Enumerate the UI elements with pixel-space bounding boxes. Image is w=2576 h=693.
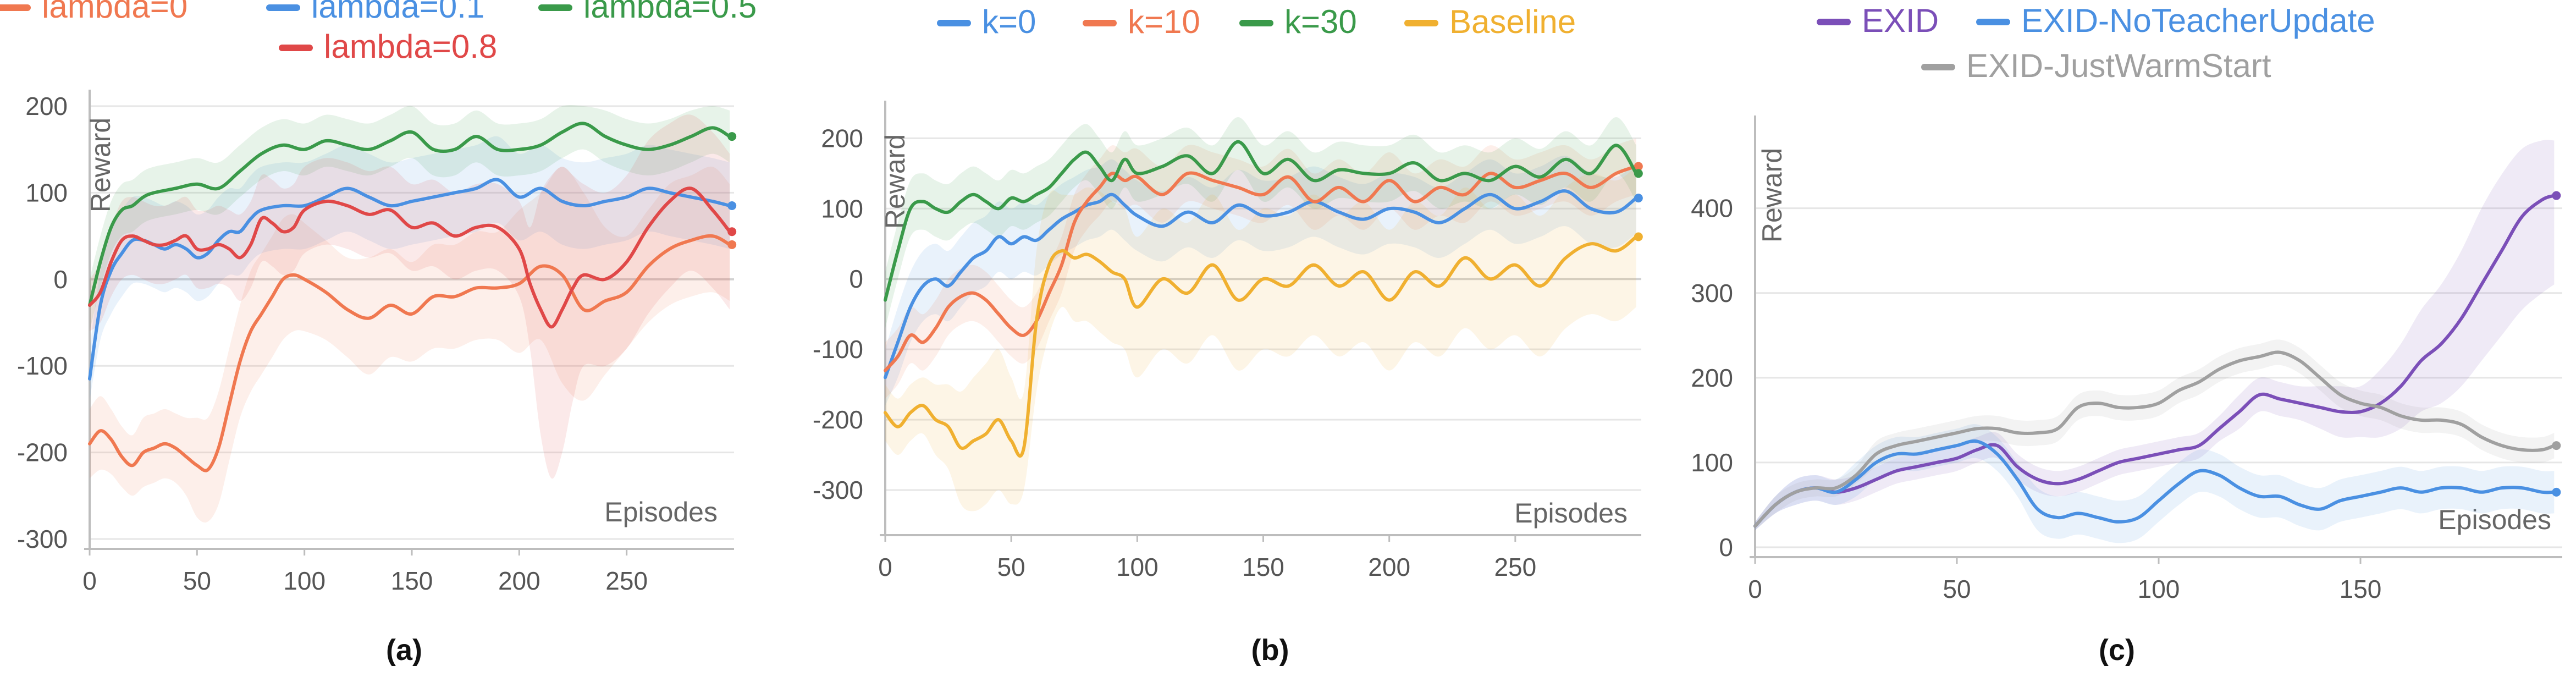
legend-entry: k=0 xyxy=(937,3,1036,40)
confidence-band-k=10 xyxy=(885,138,1636,399)
y-tick-label: -300 xyxy=(813,476,863,504)
series-end-marker xyxy=(2552,191,2561,200)
legend-label: k=10 xyxy=(1128,3,1200,40)
series-end-marker xyxy=(2552,487,2561,497)
series-end-marker xyxy=(1634,232,1643,241)
y-tick-label: 200 xyxy=(25,92,68,120)
y-axis-title: Reward xyxy=(85,118,116,212)
y-tick-label: 0 xyxy=(53,265,68,294)
x-tick-label: 200 xyxy=(498,566,540,595)
y-tick-label: 0 xyxy=(849,265,863,293)
x-tick-label: 100 xyxy=(1116,553,1159,581)
legend-label: lambda=0.5 xyxy=(583,0,757,25)
series-line-EXID-NoTeacherUpdate xyxy=(1753,439,2556,528)
x-tick-label: 50 xyxy=(1943,575,1971,603)
confidence-band-k=30 xyxy=(885,117,1636,328)
confidence-band-Baseline xyxy=(885,166,1636,512)
confidence-band-EXID-JustWarmStart xyxy=(1755,339,2555,531)
y-tick-label: -200 xyxy=(17,438,68,467)
series-end-marker xyxy=(1634,162,1643,171)
x-tick-label: 150 xyxy=(391,566,433,595)
x-tick-label: 250 xyxy=(605,566,648,595)
series-end-marker xyxy=(1634,169,1643,178)
series-line-EXID xyxy=(1753,194,2556,528)
y-tick-label: 100 xyxy=(25,178,68,207)
y-tick-label: 300 xyxy=(1691,279,1733,307)
series-line-k=30 xyxy=(884,140,1638,302)
y-tick-label: 200 xyxy=(1691,364,1733,392)
y-tick-label: -200 xyxy=(813,405,863,434)
panel-caption: (c) xyxy=(2099,634,2135,667)
legend-entry: lambda=0.5 xyxy=(538,0,757,25)
series-line-lambda=0 xyxy=(88,234,732,472)
y-tick-label: 100 xyxy=(1691,448,1733,477)
y-tick-label: 400 xyxy=(1691,194,1733,223)
chart-panel-2: 200 100 0 -100 -200 -300 0 50 100 150 200 250 Reward… xyxy=(813,3,1643,667)
legend-label: k=0 xyxy=(982,3,1036,40)
chart-panel-3: 400 300 200 100 00 50 100 150 Reward Episodes EXID… xyxy=(1691,2,2562,667)
x-axis-title: Episodes xyxy=(2438,504,2551,535)
series-line-lambda=0.5 xyxy=(88,122,732,307)
legend-entry: k=30 xyxy=(1239,3,1357,40)
y-tick-label: 100 xyxy=(821,194,863,223)
x-tick-label: 0 xyxy=(82,566,97,595)
chart-panel-1: 200 100 0 -100 -200 -300 0 50 100 150 200 250 Reward… xyxy=(0,0,757,667)
x-tick-label: 0 xyxy=(1748,575,1762,603)
y-tick-label: -100 xyxy=(813,335,863,364)
x-axis-title: Episodes xyxy=(1514,498,1628,529)
series-line-k=0 xyxy=(884,189,1638,380)
series-line-lambda=0.8 xyxy=(88,186,732,329)
series-end-marker xyxy=(727,201,737,211)
legend-label: Baseline xyxy=(1449,3,1576,40)
x-tick-label: 100 xyxy=(283,566,326,595)
x-tick-label: 150 xyxy=(2340,575,2382,603)
confidence-band-lambda=0 xyxy=(90,166,730,523)
y-tick-label: 200 xyxy=(821,124,863,152)
legend-entry: Baseline xyxy=(1404,3,1576,40)
x-tick-label: 150 xyxy=(1242,553,1284,581)
x-tick-label: 250 xyxy=(1494,553,1536,581)
x-tick-label: 100 xyxy=(2138,575,2180,603)
confidence-band-EXID xyxy=(1755,140,2555,531)
x-tick-label: 50 xyxy=(997,553,1025,581)
x-tick-label: 50 xyxy=(183,566,211,595)
legend-entry: EXID-JustWarmStart xyxy=(1921,47,2271,84)
legend-entry: lambda=0.1 xyxy=(266,0,484,25)
legend-label: lambda=0 xyxy=(42,0,187,25)
y-tick-label: -100 xyxy=(17,351,68,380)
legend-entry: k=10 xyxy=(1083,3,1200,40)
legend-entry: EXID-NoTeacherUpdate xyxy=(1976,2,2375,39)
legend-entry: lambda=0.8 xyxy=(279,28,497,65)
y-tick-label: 0 xyxy=(1719,533,1733,562)
legend-label: EXID-NoTeacherUpdate xyxy=(2021,2,2375,39)
y-axis-title: Reward xyxy=(1757,148,1788,243)
series-end-marker xyxy=(1634,194,1643,203)
confidence-band-EXID-NoTeacherUpdate xyxy=(1755,424,2555,543)
series-line-Baseline xyxy=(884,235,1638,458)
x-tick-label: 0 xyxy=(878,553,892,581)
legend-label: lambda=0.1 xyxy=(311,0,484,25)
legend-label: EXID-JustWarmStart xyxy=(1966,47,2271,84)
confidence-band-lambda=0.8 xyxy=(90,114,730,479)
legend-label: lambda=0.8 xyxy=(324,28,497,65)
x-axis-title: Episodes xyxy=(604,497,718,527)
series-end-marker xyxy=(727,132,737,141)
legend-label: EXID xyxy=(1862,2,1939,39)
legend-entry: lambda=0 xyxy=(0,0,187,25)
legend-label: k=30 xyxy=(1284,3,1357,40)
y-tick-label: -300 xyxy=(17,525,68,553)
panel-caption: (a) xyxy=(386,634,422,667)
series-line-EXID-JustWarmStart xyxy=(1753,350,2556,528)
series-end-marker xyxy=(2552,441,2561,450)
x-tick-label: 200 xyxy=(1368,553,1410,581)
series-line-k=10 xyxy=(884,164,1638,372)
panel-caption: (b) xyxy=(1251,634,1289,667)
y-axis-title: Reward xyxy=(880,134,911,229)
series-end-marker xyxy=(727,227,737,237)
legend-entry: EXID xyxy=(1817,2,1939,39)
series-end-marker xyxy=(727,240,737,249)
